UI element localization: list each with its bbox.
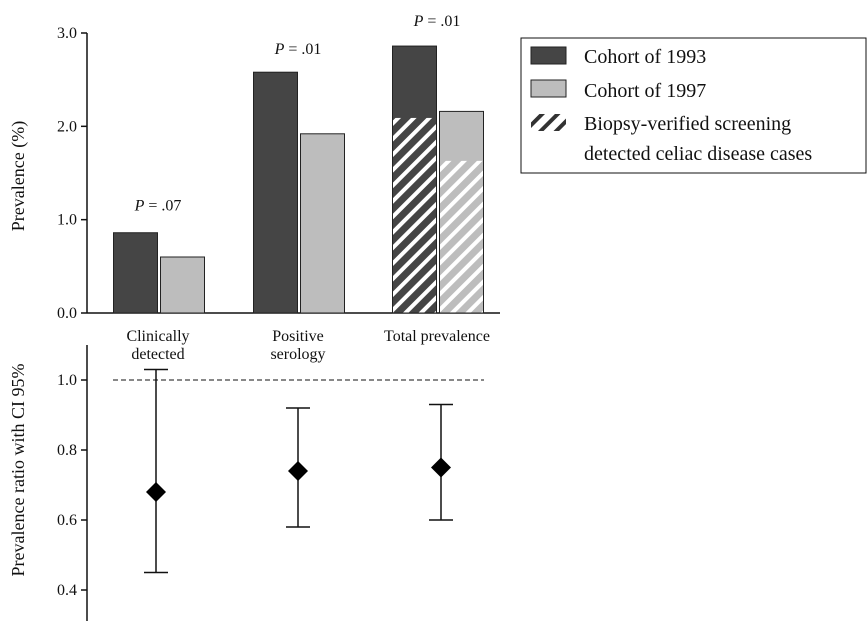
legend-box xyxy=(520,37,867,174)
category-label: detected xyxy=(131,346,184,363)
p-value-number: = .01 xyxy=(423,13,460,30)
bar-cohort-1997 xyxy=(300,133,345,314)
p-value-label: P = .01 xyxy=(274,41,322,58)
p-value-label: P = .01 xyxy=(413,13,461,30)
bar-cohort-1993 xyxy=(113,232,158,314)
top-y-tick-label: 1.0 xyxy=(57,212,77,229)
legend-label-1993: Cohort of 1993 xyxy=(584,46,706,68)
top-y-tick-label: 0.0 xyxy=(57,305,77,322)
bottom-y-tick-label: 0.8 xyxy=(57,442,77,459)
bar-cohort-1997 xyxy=(160,256,205,314)
category-label: Clinically xyxy=(126,328,189,345)
top-y-tick-label: 2.0 xyxy=(57,118,77,135)
p-value-letter: P xyxy=(274,41,285,58)
legend-swatch-1997 xyxy=(530,79,567,98)
bar-biopsy-verified-subset xyxy=(440,160,483,313)
bar-cohort-1993 xyxy=(253,71,298,314)
prevalence-ratio-point xyxy=(288,461,308,481)
legend-label-biopsy: Biopsy-verified screening xyxy=(584,113,791,135)
p-value-label: P = .07 xyxy=(134,198,182,215)
top-y-tick-label: 3.0 xyxy=(57,25,77,42)
category-label: Total prevalence xyxy=(384,328,490,345)
legend-label-biopsy: detected celiac disease cases xyxy=(584,143,812,165)
p-value-number: = .01 xyxy=(284,41,321,58)
p-value-letter: P xyxy=(134,198,145,215)
bar-biopsy-verified-subset xyxy=(393,117,436,313)
legend: Cohort of 1993 Cohort of 1997 Biopsy-verif… xyxy=(520,37,867,174)
p-value-letter: P xyxy=(413,13,424,30)
top-y-axis-title: Prevalence (%) xyxy=(8,121,29,231)
category-label: Positive xyxy=(272,328,324,345)
prevalence-ratio-panel: 0.4 0.6 0.8 1.0 Prevalence ratio with CI 95% xyxy=(8,345,484,621)
p-value-number: = .07 xyxy=(144,198,181,215)
legend-swatch-biopsy xyxy=(531,114,566,131)
bottom-y-tick-label: 0.4 xyxy=(57,582,77,599)
bottom-y-tick-label: 0.6 xyxy=(57,512,77,529)
legend-swatch-1993 xyxy=(530,46,567,65)
category-label: serology xyxy=(270,346,325,363)
prevalence-ratio-point xyxy=(146,482,166,502)
bottom-y-axis-title: Prevalence ratio with CI 95% xyxy=(8,364,28,577)
prevalence-ratio-point xyxy=(431,457,451,478)
legend-label-1997: Cohort of 1997 xyxy=(584,80,706,102)
bottom-y-tick-label: 1.0 xyxy=(57,372,77,389)
